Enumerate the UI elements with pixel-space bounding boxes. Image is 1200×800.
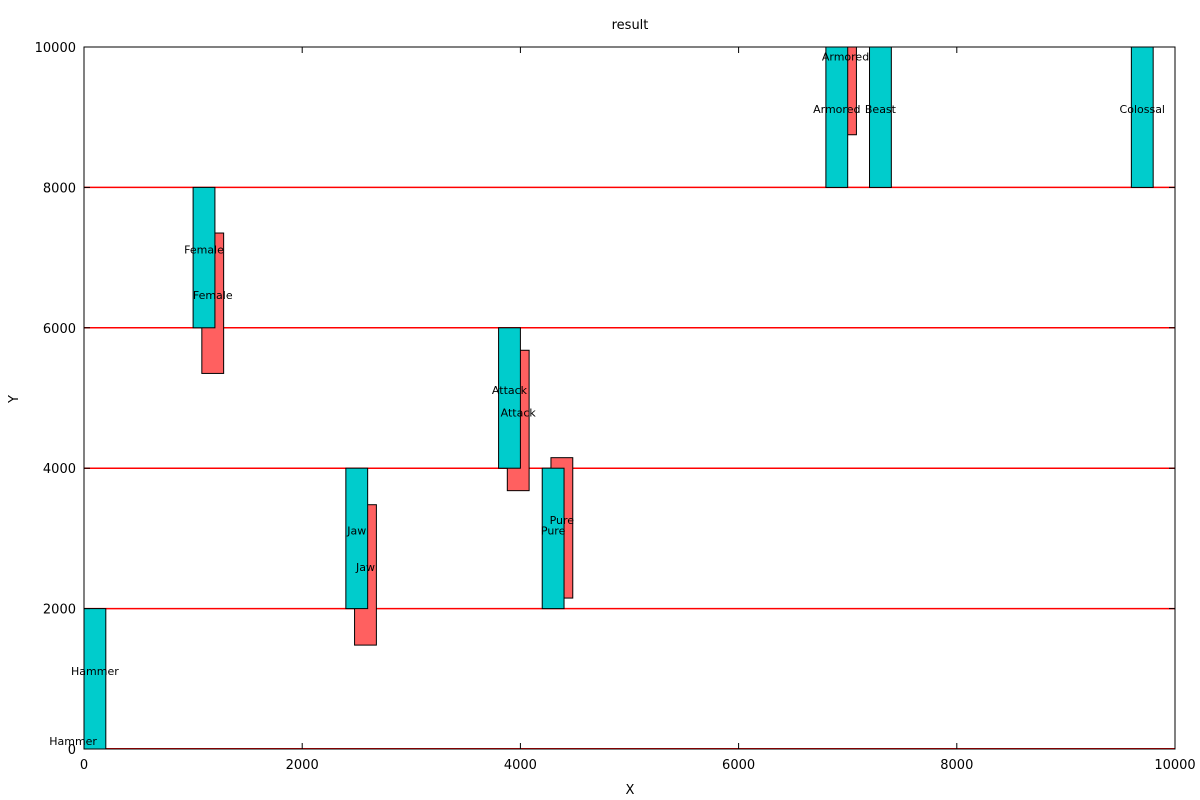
x-tick-label-8000: 8000 — [940, 758, 973, 773]
cyan-bar-colossal — [1130, 47, 1154, 188]
cyan-bar-jaw — [345, 467, 369, 610]
x-tick-label-0: 0 — [80, 758, 88, 773]
cyan-bar-female — [192, 186, 216, 329]
cyan-bar-beast — [869, 47, 892, 188]
cyan-bar-label-female: Female — [184, 244, 224, 257]
x-tick-label-4000: 4000 — [504, 758, 537, 773]
y-axis-label: Y — [7, 395, 22, 404]
bar-labels-layer: Hammer Female Jaw Attack Pure Armored Beast Col… — [49, 51, 1165, 748]
x-tick-label-6000: 6000 — [722, 758, 755, 773]
y-tick-label-10000: 10000 — [35, 41, 76, 56]
cyan-bar-label-armored: Armored — [813, 103, 860, 116]
chart-title: result — [612, 18, 649, 33]
red-bar-label-armored: Armored — [822, 51, 869, 64]
y-axis-ticks: 0 2000 4000 6000 8000 10000 — [35, 41, 1175, 758]
cyan-bar-label-colossal: Colossal — [1120, 103, 1165, 116]
cyan-bar-label-hammer: Hammer — [71, 665, 119, 678]
y-tick-label-4000: 4000 — [43, 462, 76, 477]
cyan-bar-armored — [825, 47, 849, 188]
cyan-bar-label-pure: Pure — [541, 524, 566, 537]
cyan-bar-label-attack: Attack — [492, 384, 528, 397]
y-tick-label-2000: 2000 — [43, 603, 76, 618]
y-tick-label-8000: 8000 — [43, 181, 76, 196]
cyan-bar-label-beast: Beast — [865, 103, 897, 116]
x-tick-label-10000: 10000 — [1154, 758, 1195, 773]
x-axis-ticks: 0 2000 4000 6000 8000 10000 — [80, 47, 1196, 773]
horizontal-reference-lines — [84, 186, 1175, 749]
cyan-bar-hammer — [84, 608, 107, 749]
cyan-bar-attack — [498, 327, 521, 469]
red-bar-label-attack: Attack — [501, 406, 537, 419]
cyan-bar-pure — [541, 467, 565, 610]
y-tick-label-0: 0 — [68, 743, 76, 758]
red-bar-label-pure: Pure — [550, 514, 575, 527]
bars-layer — [84, 47, 1154, 749]
red-bar-label-female: Female — [193, 289, 233, 302]
red-bar-label-hammer: Hammer — [49, 735, 97, 748]
red-bar-label-jaw: Jaw — [355, 561, 375, 574]
x-tick-label-2000: 2000 — [286, 758, 319, 773]
y-tick-label-6000: 6000 — [43, 322, 76, 337]
plot-frame — [83, 46, 1176, 750]
cyan-bar-label-jaw: Jaw — [346, 524, 366, 537]
x-axis-label: X — [626, 783, 635, 798]
